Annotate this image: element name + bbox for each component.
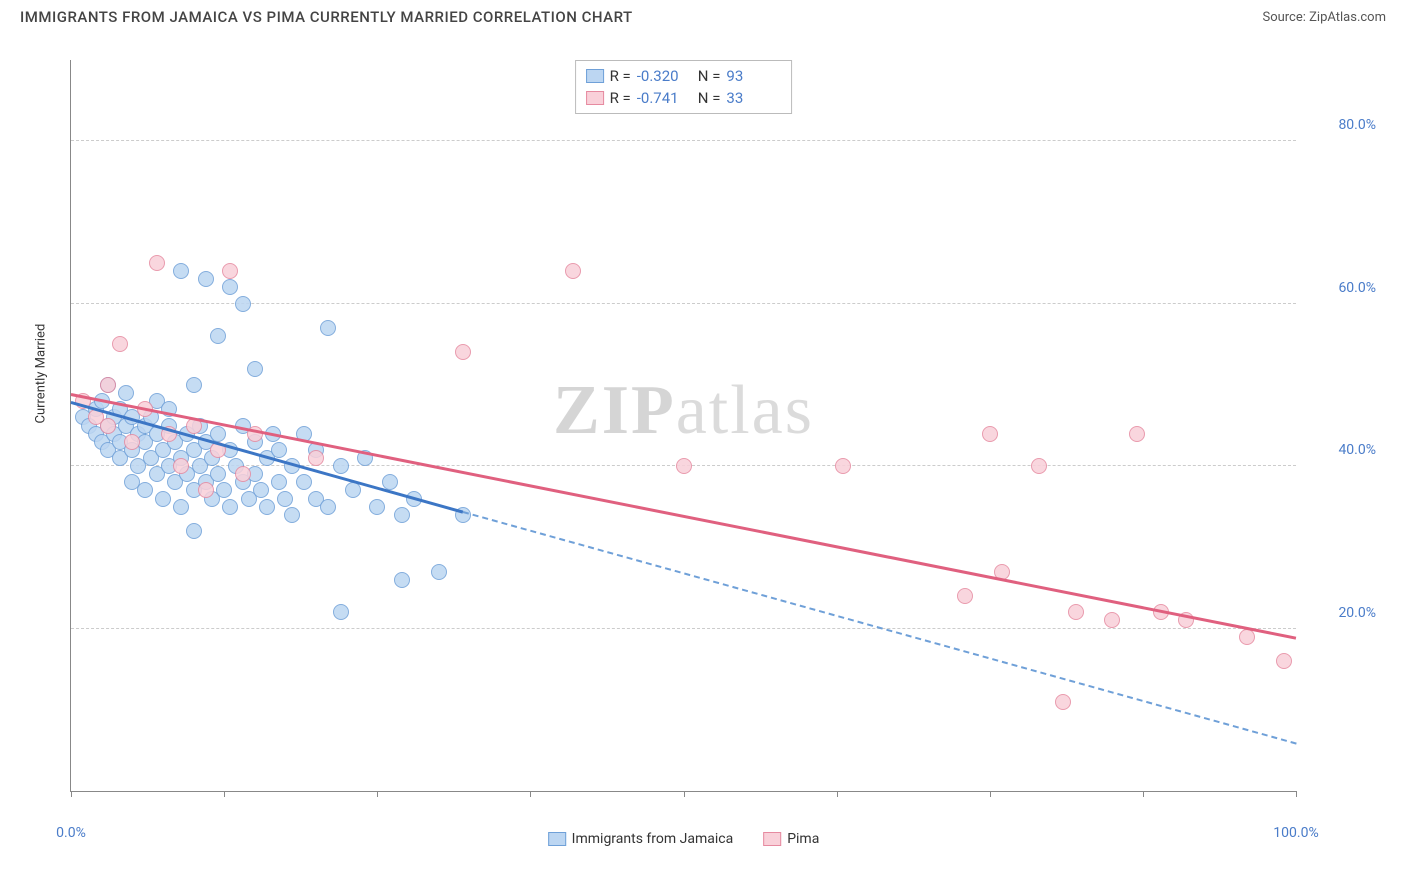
stat-value-n: 93: [726, 67, 781, 85]
data-point: [1239, 629, 1255, 645]
data-point: [284, 507, 300, 523]
gridline: [71, 303, 1296, 304]
stats-row-series-0: R = -0.320 N = 93: [586, 65, 782, 87]
x-tick-mark: [684, 791, 685, 797]
data-point: [1276, 653, 1292, 669]
data-point: [124, 434, 140, 450]
data-point: [173, 499, 189, 515]
stat-label-r: R =: [610, 67, 631, 85]
y-tick-label: 20.0%: [1306, 605, 1376, 621]
data-point: [835, 458, 851, 474]
data-point: [259, 499, 275, 515]
stat-value-n: 33: [726, 89, 781, 107]
stat-value-r: -0.741: [637, 89, 692, 107]
legend-item: Immigrants from Jamaica: [548, 831, 734, 847]
data-point: [271, 474, 287, 490]
swatch-icon: [763, 832, 781, 846]
data-point: [198, 271, 214, 287]
data-point: [216, 482, 232, 498]
data-point: [320, 320, 336, 336]
data-point: [1055, 694, 1071, 710]
y-tick-label: 60.0%: [1306, 280, 1376, 296]
data-point: [210, 426, 226, 442]
x-tick-mark: [377, 791, 378, 797]
source-attribution: Source: ZipAtlas.com: [1262, 10, 1386, 25]
x-tick-mark: [990, 791, 991, 797]
data-point: [431, 564, 447, 580]
stat-label-n: N =: [698, 67, 721, 85]
data-point: [333, 604, 349, 620]
data-point: [565, 263, 581, 279]
legend-label: Immigrants from Jamaica: [572, 831, 734, 847]
data-point: [308, 450, 324, 466]
x-tick-mark: [1296, 791, 1297, 797]
y-tick-label: 80.0%: [1306, 117, 1376, 133]
x-tick-mark: [837, 791, 838, 797]
data-point: [118, 385, 134, 401]
data-point: [455, 344, 471, 360]
data-point: [957, 588, 973, 604]
data-point: [271, 442, 287, 458]
data-point: [222, 263, 238, 279]
stats-row-series-1: R = -0.741 N = 33: [586, 87, 782, 109]
watermark: ZIPatlas: [553, 371, 814, 451]
data-point: [149, 255, 165, 271]
data-point: [186, 523, 202, 539]
data-point: [173, 263, 189, 279]
plot-area: Currently Married ZIPatlas R = -0.320 N …: [70, 60, 1296, 792]
stat-label-n: N =: [698, 89, 721, 107]
x-tick-mark: [530, 791, 531, 797]
data-point: [1068, 604, 1084, 620]
data-point: [235, 296, 251, 312]
data-point: [1031, 458, 1047, 474]
data-point: [222, 499, 238, 515]
series-legend: Immigrants from Jamaica Pima: [548, 831, 820, 847]
data-point: [345, 482, 361, 498]
x-tick-label: 0.0%: [56, 825, 86, 841]
legend-item: Pima: [763, 831, 819, 847]
data-point: [173, 458, 189, 474]
data-point: [235, 466, 251, 482]
data-point: [296, 474, 312, 490]
data-point: [394, 507, 410, 523]
data-point: [369, 499, 385, 515]
data-point: [320, 499, 336, 515]
x-tick-label: 100.0%: [1273, 825, 1318, 841]
x-tick-mark: [1143, 791, 1144, 797]
data-point: [1129, 426, 1145, 442]
x-tick-mark: [71, 791, 72, 797]
data-point: [186, 377, 202, 393]
chart-container: Currently Married ZIPatlas R = -0.320 N …: [20, 40, 1386, 852]
chart-title: IMMIGRANTS FROM JAMAICA VS PIMA CURRENTL…: [20, 8, 633, 26]
data-point: [100, 377, 116, 393]
data-point: [222, 279, 238, 295]
data-point: [394, 572, 410, 588]
stat-label-r: R =: [610, 89, 631, 107]
data-point: [277, 491, 293, 507]
data-point: [253, 482, 269, 498]
data-point: [333, 458, 349, 474]
legend-label: Pima: [787, 831, 819, 847]
gridline: [71, 140, 1296, 141]
data-point: [100, 418, 116, 434]
data-point: [155, 491, 171, 507]
data-point: [676, 458, 692, 474]
stats-legend-box: R = -0.320 N = 93 R = -0.741 N = 33: [575, 60, 793, 114]
data-point: [210, 466, 226, 482]
data-point: [247, 361, 263, 377]
swatch-icon: [586, 69, 604, 83]
y-tick-label: 40.0%: [1306, 442, 1376, 458]
data-point: [1104, 612, 1120, 628]
swatch-icon: [586, 91, 604, 105]
y-axis-title: Currently Married: [34, 323, 49, 423]
trendline: [71, 393, 1296, 639]
data-point: [982, 426, 998, 442]
stat-value-r: -0.320: [637, 67, 692, 85]
x-tick-mark: [224, 791, 225, 797]
data-point: [210, 328, 226, 344]
data-point: [137, 482, 153, 498]
swatch-icon: [548, 832, 566, 846]
data-point: [198, 482, 214, 498]
data-point: [112, 336, 128, 352]
